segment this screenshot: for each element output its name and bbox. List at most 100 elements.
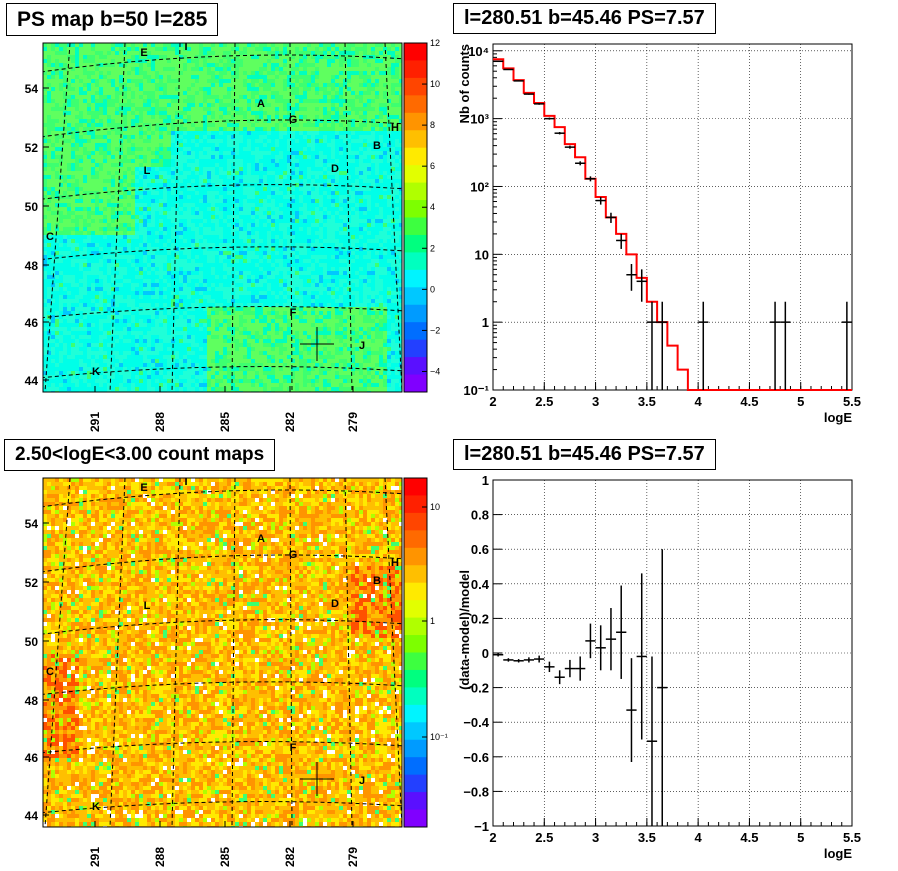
residual-x-tick-label: 3 (592, 830, 599, 845)
residual-y-tick-label: 1 (482, 473, 489, 488)
count-map-colorbar-tick-label: 1 (430, 616, 435, 626)
spectrum-data-point (523, 93, 535, 95)
ps-map-colorbar-step (404, 182, 427, 201)
count-map-x-tick-label: 288 (153, 847, 167, 867)
count-map-colorbar-step (404, 722, 427, 741)
residual-y-tick-label: −0.2 (463, 681, 489, 696)
count-map-source-label-g: G (289, 549, 298, 561)
count-map-x-tick-label: 285 (218, 847, 232, 867)
count-map-colorbar-step (404, 582, 427, 601)
count-map-colorbar (403, 477, 428, 828)
count-map-source-label-c: C (46, 666, 54, 678)
count-map-colorbar-frame (403, 477, 428, 828)
residual-y-tick-label: −1 (474, 819, 489, 834)
count-map-colorbar-step (404, 792, 427, 811)
spectrum-y-tick-label: 10⁴ (468, 44, 489, 59)
spectrum-data-point (698, 301, 709, 390)
spectrum-panel: 2 2.5 3 3.5 4 4.5 5 5.5 10⁻¹ 1 10 10² 10³ 10⁴ logE Nb o… (449, 0, 898, 435)
ps-map-colorbar-step (404, 339, 427, 358)
count-map-colorbar-step (404, 739, 427, 758)
count-map-colorbar-step (404, 530, 427, 549)
residual-data-point (626, 658, 637, 762)
spectrum-data-point (554, 132, 565, 135)
residual-chart: 2 2.5 3 3.5 4 4.5 5 5.5 −1 −0.8 −0.6 −0.4 −0.2 0 0.2 0.… (457, 473, 861, 861)
residual-data-point (503, 658, 514, 662)
spectrum-data-point (769, 301, 781, 390)
ps-map-latitude-line (43, 366, 402, 379)
count-map-colorbar-step (404, 617, 427, 636)
ps-map-source-label-j: J (359, 340, 365, 352)
ps-map-y-tick-label: 50 (25, 200, 39, 214)
count-map-source-label-l: L (144, 600, 151, 612)
ps-map-colorbar-tick-label: −4 (430, 366, 440, 376)
ps-map-source-label-h: H (391, 122, 399, 134)
spectrum-x-tick-label: 2.5 (535, 394, 553, 409)
spectrum-data-point (513, 80, 524, 82)
ps-map-x-tick-label: 291 (88, 412, 102, 432)
count-map-colorbar-step (404, 704, 427, 723)
ps-map-source-label-d: D (331, 163, 339, 175)
count-map-source-label-e: E (140, 482, 147, 494)
spectrum-x-tick-label: 5 (797, 394, 804, 409)
residual-title: l=280.51 b=45.46 PS=7.57 (453, 439, 716, 470)
spectrum-x-tick-label: 3.5 (638, 394, 656, 409)
ps-map-longitude-line (344, 43, 353, 392)
ps-map-colorbar-tick-label: −2 (430, 325, 440, 335)
residual-data-point (585, 623, 596, 659)
ps-map-colorbar-tick-label: 12 (430, 38, 440, 48)
count-map-colorbar-tick-label: 10 (430, 502, 440, 512)
ps-map-y-tick-label: 48 (25, 259, 39, 273)
spectrum-data-point (493, 60, 504, 63)
ps-map-x-tick-label: 282 (283, 412, 297, 432)
spectrum-y-tick-label: 10³ (470, 112, 489, 127)
ps-map-colorbar-tick-label: 8 (430, 120, 435, 130)
spectrum-data-point (657, 301, 668, 390)
spectrum-data-point (616, 233, 627, 249)
spectrum-data-point (605, 212, 617, 223)
ps-map-colorbar-step (404, 130, 427, 149)
ps-map-longitude-line (109, 43, 126, 392)
spectrum-x-tick-label: 2 (489, 394, 496, 409)
residual-data-point (554, 670, 565, 685)
count-map-colorbar-step (404, 547, 427, 566)
spectrum-y-tick-label: 1 (482, 315, 489, 330)
count-map-longitude-line (171, 478, 181, 827)
count-map-colorbar-step (404, 809, 427, 828)
residual-y-tick-label: 0.2 (471, 611, 489, 626)
count-map-colorbar-step (404, 669, 427, 688)
ps-map-colorbar-step (404, 322, 427, 341)
ps-map-panel: 54 52 50 48 46 44 291 288 285 282 279 E I A G H B D L C F J K 1… (0, 0, 449, 435)
count-map-x-tick-label: 282 (283, 847, 297, 867)
residual-data-point (493, 653, 504, 657)
spectrum-y-tick-label: 10² (470, 179, 489, 194)
residual-y-tick-label: 0.6 (471, 542, 489, 557)
count-map-colorbar-tick-label: 10⁻¹ (430, 732, 448, 742)
count-map-y-tick-label: 52 (25, 576, 39, 590)
count-map-longitude-line (289, 478, 293, 827)
residual-y-tick-label: −0.6 (463, 750, 489, 765)
residual-y-axis-label: (data-model)/model (457, 570, 472, 690)
residual-y-tick-label: 0.4 (471, 577, 490, 592)
count-map-y-tick-label: 44 (25, 809, 39, 823)
ps-map-y-tick-label: 54 (25, 82, 39, 96)
spectrum-x-tick-label: 4 (695, 394, 703, 409)
spectrum-data-point (841, 301, 852, 390)
residual-data-point (544, 661, 555, 673)
ps-map-frame (42, 42, 403, 393)
residual-data-point (646, 656, 658, 826)
ps-map-colorbar-step (404, 374, 427, 393)
ps-map-y-tick-label: 44 (25, 374, 39, 388)
residual-data-point (523, 657, 535, 663)
count-map-source-label-a: A (257, 533, 265, 545)
ps-map-latitude-line (43, 246, 402, 260)
ps-map-colorbar-step (404, 112, 427, 131)
spectrum-frame (492, 43, 853, 391)
residual-x-tick-label: 5.5 (843, 830, 861, 845)
ps-map-source-label-a: A (257, 98, 265, 110)
count-map-colorbar-step (404, 757, 427, 776)
count-map-y-tick-label: 46 (25, 751, 39, 765)
count-map-y-tick-label: 54 (25, 517, 39, 531)
ps-map-longitude-line (171, 43, 181, 392)
spectrum-y-tick-label: 10 (475, 247, 489, 262)
residual-y-tick-label: −0.4 (463, 715, 489, 730)
